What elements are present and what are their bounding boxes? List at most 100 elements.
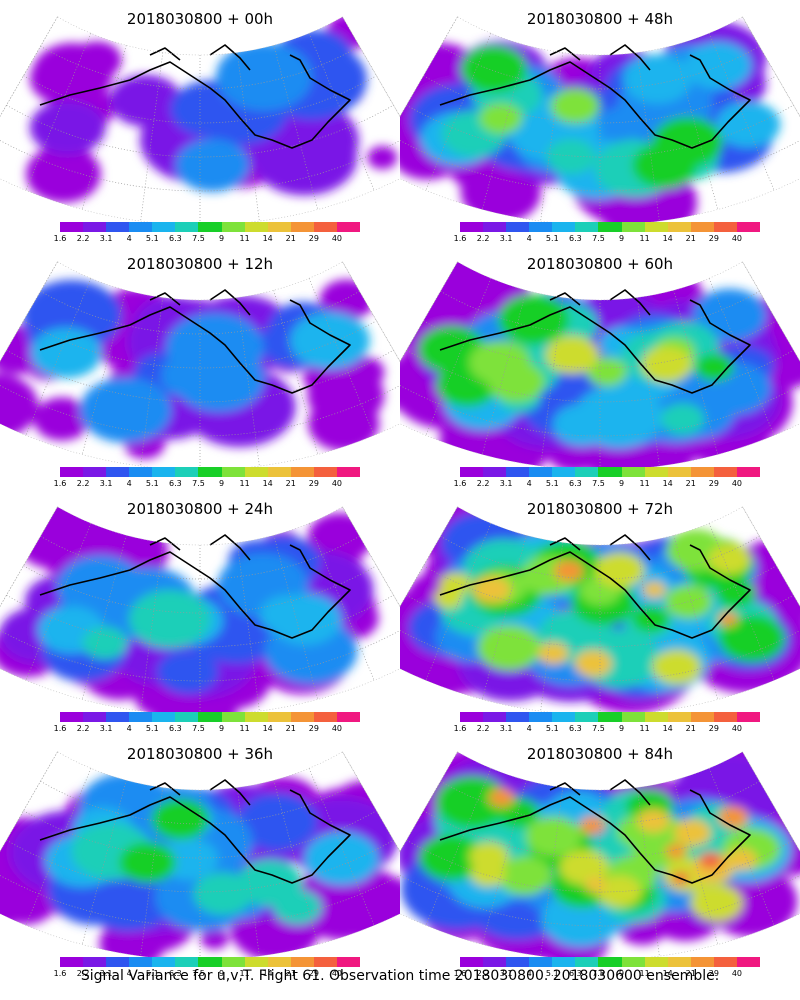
- colorbar: [60, 467, 361, 477]
- map-panel: 2018030800 + 24h 1.6 2.2 3.1 4 5.1 6.3 7.5 9 11 1…: [0, 490, 400, 735]
- colorbar-tick-label: 40: [331, 234, 343, 243]
- colorbar: [460, 467, 761, 477]
- colorbar-tick-label: 29: [708, 234, 719, 243]
- colorbar-swatch: [621, 712, 645, 722]
- colorbar-tick-label: 21: [685, 969, 696, 978]
- coastline: [39, 289, 351, 394]
- colorbar-swatch: [575, 712, 599, 722]
- colorbar-swatch: [290, 712, 314, 722]
- colorbar-swatch: [60, 222, 84, 232]
- colorbar-tick-label: 1.6: [53, 969, 67, 978]
- colorbar-tick-label: 14: [662, 724, 673, 733]
- colorbar-swatch: [736, 957, 761, 967]
- colorbar-tick-label: 7.5: [592, 234, 605, 243]
- colorbar-swatch: [313, 957, 337, 967]
- colorbar-swatch: [198, 222, 222, 232]
- colorbar: [460, 957, 761, 967]
- colorbar-tick-label: 4: [126, 234, 132, 243]
- colorbar-swatch: [129, 467, 153, 477]
- colorbar-swatch: [106, 957, 130, 967]
- colorbar-swatch: [290, 467, 314, 477]
- colorbar-tick-label: 3.1: [499, 724, 513, 733]
- colorbar-tick-label: 6.3: [569, 969, 582, 978]
- colorbar-labels: 1.6 2.2 3.1 4 5.1 6.3 7.5 9 11 14 21 29 40: [454, 234, 760, 246]
- colorbar-tick-label: 29: [708, 724, 719, 733]
- colorbar-swatch: [129, 712, 153, 722]
- colorbar-tick-label: 11: [639, 724, 650, 733]
- colorbar-tick-label: 3.1: [499, 234, 513, 243]
- colorbar-swatch: [175, 222, 199, 232]
- map: [0, 261, 400, 467]
- colorbar-tick-label: 9: [218, 234, 225, 243]
- colorbar-swatch: [83, 957, 107, 967]
- colorbar-tick-label: 2.2: [476, 724, 490, 733]
- colorbar-swatch: [244, 712, 268, 722]
- panel-title: 2018030800 + 00h: [126, 10, 274, 28]
- graticule: [0, 16, 400, 222]
- colorbar-swatch: [667, 222, 691, 232]
- colorbar-tick-label: 11: [639, 234, 650, 243]
- colorbar-tick-label: 40: [731, 724, 743, 733]
- colorbar-tick-label: 11: [239, 969, 250, 978]
- colorbar-swatch: [598, 957, 622, 967]
- map: [400, 506, 800, 712]
- colorbar-labels: 1.6 2.2 3.1 4 5.1 6.3 7.5 9 11 14 21 29 40: [454, 969, 760, 981]
- colorbar-tick-label: 7.5: [592, 724, 605, 733]
- panel-title: 2018030800 + 72h: [526, 500, 674, 518]
- colorbar-tick-label: 29: [708, 969, 719, 978]
- map-panel: 2018030800 + 72h 1.6 2.2 3.1 4 5.1 6.3 7.5 9 11 1…: [400, 490, 800, 735]
- colorbar-swatch: [552, 222, 576, 232]
- colorbar-tick-label: 6.3: [569, 479, 582, 488]
- colorbar-tick-label: 9: [618, 724, 625, 733]
- colorbar-swatch: [83, 222, 107, 232]
- colorbar-tick-label: 9: [618, 479, 625, 488]
- colorbar-swatch: [336, 467, 361, 477]
- colorbar-tick-label: 5.1: [145, 479, 159, 488]
- colorbar-swatch: [529, 712, 553, 722]
- colorbar-swatch: [152, 467, 176, 477]
- colorbar-tick-label: 21: [685, 479, 696, 488]
- colorbar-swatch: [244, 467, 268, 477]
- colorbar: [60, 712, 361, 722]
- colorbar-swatch: [690, 222, 714, 232]
- colorbar-tick-label: 40: [331, 724, 343, 733]
- graticule: [400, 261, 800, 467]
- colorbar-tick-label: 40: [731, 234, 743, 243]
- colorbar-swatch: [713, 222, 737, 232]
- colorbar-tick-label: 14: [662, 479, 673, 488]
- colorbar-swatch: [690, 957, 714, 967]
- colorbar-swatch: [221, 712, 245, 722]
- colorbar-swatch: [644, 712, 668, 722]
- colorbar-labels: 1.6 2.2 3.1 4 5.1 6.3 7.5 9 11 14 21 29 40: [454, 724, 760, 736]
- colorbar-tick-label: 9: [618, 234, 625, 243]
- colorbar-tick-label: 4: [126, 479, 132, 488]
- colorbar-swatch: [267, 222, 291, 232]
- colorbar-tick-label: 3.1: [99, 234, 113, 243]
- coastline: [439, 779, 751, 884]
- colorbar-tick-label: 3.1: [99, 969, 113, 978]
- colorbar-swatch: [83, 712, 107, 722]
- colorbar-tick-label: 11: [639, 969, 650, 978]
- map-panel: 2018030800 + 48h 1.6 2.2 3.1 4 5.1 6.3 7.5 9 11 1…: [400, 0, 800, 245]
- coastline: [39, 44, 351, 149]
- colorbar-swatch: [336, 222, 361, 232]
- colorbar-swatch: [529, 222, 553, 232]
- map: [0, 506, 400, 712]
- colorbar-tick-label: 29: [308, 479, 319, 488]
- colorbar-swatch: [667, 957, 691, 967]
- colorbar-tick-label: 14: [662, 234, 673, 243]
- colorbar-tick-label: 4: [126, 969, 132, 978]
- colorbar-swatch: [644, 222, 668, 232]
- colorbar-tick-label: 11: [239, 724, 250, 733]
- colorbar-labels: 1.6 2.2 3.1 4 5.1 6.3 7.5 9 11 14 21 29 40: [54, 724, 360, 736]
- colorbar-swatch: [290, 957, 314, 967]
- colorbar-swatch: [552, 957, 576, 967]
- colorbar-tick-label: 6.3: [169, 969, 182, 978]
- colorbar-swatch: [244, 957, 268, 967]
- colorbar-tick-label: 40: [331, 969, 343, 978]
- colorbar-tick-label: 2.2: [76, 479, 90, 488]
- map: [400, 261, 800, 467]
- panel-title: 2018030800 + 60h: [526, 255, 674, 273]
- colorbar-tick-label: 5.1: [145, 969, 159, 978]
- colorbar-swatch: [152, 222, 176, 232]
